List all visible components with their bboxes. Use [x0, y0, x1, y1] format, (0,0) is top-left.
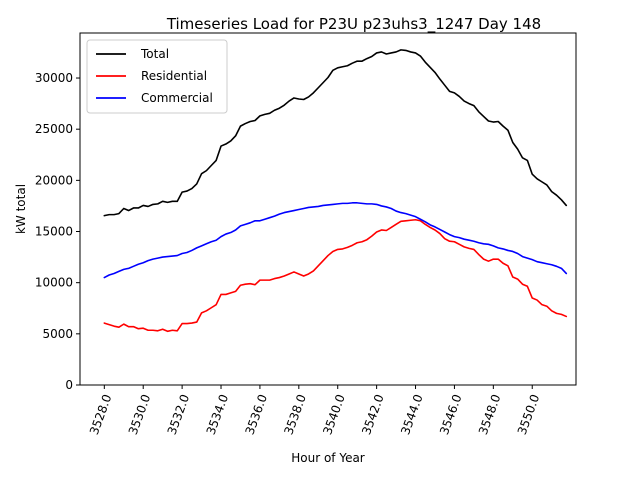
- y-tick-label: 25000: [35, 122, 73, 136]
- x-tick-label: 3538.0: [281, 392, 309, 436]
- x-tick-label: 3542.0: [359, 392, 387, 436]
- y-tick-label: 20000: [35, 173, 73, 187]
- y-axis-label: kW total: [14, 184, 28, 234]
- x-axis: 3528.0 3530.0 3532.0 3534.0 3536.0 3538.0 3540…: [87, 385, 542, 437]
- x-tick-label: 3536.0: [243, 392, 271, 436]
- y-tick-label: 30000: [35, 71, 73, 85]
- x-tick-label: 3534.0: [204, 392, 232, 436]
- legend-box: [86, 39, 228, 114]
- x-axis-label: Hour of Year: [291, 451, 365, 465]
- y-tick-label: 15000: [35, 225, 73, 239]
- legend: Total Residential Commercial: [86, 39, 228, 114]
- series-line-residential: [103, 218, 568, 333]
- legend-label-residential: Residential: [141, 69, 207, 83]
- x-tick-label: 3550.0: [515, 392, 543, 436]
- series-layer: [103, 49, 568, 333]
- y-tick-label: 10000: [35, 276, 73, 290]
- plot-frame: [79, 32, 577, 386]
- x-tick-label: 3546.0: [437, 392, 465, 436]
- y-tick-label: 5000: [42, 327, 73, 341]
- x-tick-label: 3540.0: [320, 392, 348, 436]
- x-tick-label: 3530.0: [126, 392, 154, 436]
- series-line-total: [103, 49, 568, 217]
- chart-title: Timeseries Load for P23U p23uhs3_1247 Da…: [166, 15, 541, 34]
- y-axis: 0 5000 10000 15000 20000 25000 30000: [35, 71, 80, 392]
- x-tick-label: 3548.0: [476, 392, 504, 436]
- x-tick-label: 3528.0: [87, 392, 115, 436]
- y-tick-label: 0: [65, 378, 73, 392]
- x-tick-label: 3532.0: [165, 392, 193, 436]
- x-tick-label: 3544.0: [398, 392, 426, 436]
- series-line-commercial: [103, 202, 568, 279]
- legend-label-commercial: Commercial: [141, 91, 213, 105]
- legend-label-total: Total: [140, 47, 169, 61]
